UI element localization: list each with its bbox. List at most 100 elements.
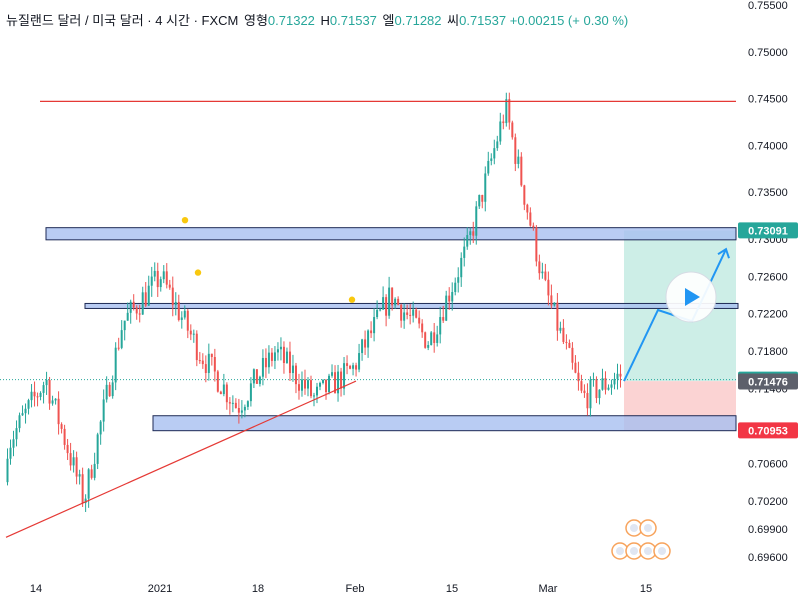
candle-body: [388, 287, 391, 316]
candle-body: [544, 271, 547, 280]
candle-body: [493, 148, 496, 159]
candle-body: [406, 312, 409, 315]
candle-body: [421, 323, 424, 333]
projection-arrowhead: [717, 247, 730, 259]
candle-body: [105, 384, 108, 400]
candle-body: [255, 369, 258, 384]
candle-body: [60, 424, 63, 429]
high-value: 0.71537: [329, 13, 377, 28]
candle-body: [258, 376, 261, 384]
candle-body: [472, 231, 475, 236]
candle-body: [451, 291, 454, 302]
candle-body: [457, 277, 460, 283]
candle-body: [619, 373, 622, 377]
candle-body: [48, 380, 51, 404]
candle-body: [520, 156, 523, 186]
candle-body: [309, 380, 312, 397]
candle-body: [273, 352, 276, 361]
candle-body: [300, 379, 303, 391]
high-label: H: [320, 13, 330, 28]
event-flag-inner: [616, 547, 624, 555]
candle-body: [436, 334, 439, 343]
y-tick-label: 0.75000: [748, 47, 788, 59]
y-tick-label: 0.71800: [748, 346, 788, 358]
play-button[interactable]: [665, 271, 717, 323]
candle-body: [174, 301, 177, 306]
candle-body: [547, 279, 550, 296]
candle-body: [610, 384, 613, 388]
event-flag-inner: [644, 547, 652, 555]
candle-body: [279, 346, 282, 350]
candle-body: [141, 292, 144, 315]
candle-body: [514, 137, 517, 164]
candle-body: [433, 332, 436, 343]
low-label: 엘: [382, 13, 395, 28]
candle-body: [72, 457, 75, 466]
candle-body: [364, 339, 367, 348]
candle-body: [87, 469, 90, 499]
candle-body: [78, 474, 81, 477]
candle-body: [291, 365, 294, 374]
candle-body: [123, 320, 126, 331]
candle-body: [18, 415, 21, 429]
candle-body: [171, 287, 174, 306]
event-icons[interactable]: [611, 519, 671, 560]
candle-body: [117, 347, 120, 349]
candle-body: [33, 391, 36, 397]
candle-body: [367, 330, 370, 348]
y-tick-label: 0.75500: [748, 0, 788, 12]
candle-body: [132, 301, 135, 308]
x-tick-label: 14: [30, 583, 42, 595]
chart-header: 뉴질랜드 달러 / 미국 달러 · 4 시간 · FXCM 영형0.71322 …: [6, 10, 628, 29]
candle-body: [508, 99, 511, 123]
candle-body: [192, 333, 195, 335]
candle-body: [243, 406, 246, 411]
candle-body: [484, 173, 487, 202]
price-zone: [152, 415, 737, 432]
open-value: 0.71322: [267, 13, 315, 28]
close-value: 0.71537: [459, 13, 507, 28]
candle-body: [153, 270, 156, 277]
candle-body: [403, 312, 406, 321]
open-label: 영형: [243, 13, 268, 28]
price-badge: [738, 422, 798, 439]
candle-body: [135, 307, 138, 314]
zones-layer: [45, 227, 739, 432]
x-tick-label: 15: [640, 583, 652, 595]
candle-body: [325, 379, 328, 393]
y-tick-label: 0.74500: [748, 94, 788, 106]
candle-body: [198, 360, 201, 362]
candle-body: [385, 297, 388, 316]
candle-body: [394, 298, 397, 306]
candle-body: [343, 363, 346, 389]
candle-body: [186, 310, 189, 331]
candle-body: [162, 271, 165, 280]
candle-body: [340, 371, 343, 389]
candle-body: [430, 332, 433, 345]
candle-body: [586, 392, 589, 409]
candle-body: [12, 439, 15, 448]
candle-body: [598, 389, 601, 399]
event-flag-inner: [644, 524, 652, 532]
candle-body: [222, 384, 225, 395]
candle-body: [144, 292, 147, 306]
candle-body: [373, 317, 376, 334]
candle-body: [36, 396, 39, 398]
candle-body: [445, 295, 448, 321]
candle-body: [216, 371, 219, 392]
candle-body: [120, 330, 123, 348]
candle-body: [39, 392, 42, 397]
candle-body: [580, 381, 583, 391]
candle-body: [379, 309, 382, 311]
candle-body: [75, 457, 78, 477]
candle-body: [204, 364, 207, 373]
x-tick-label: Mar: [539, 583, 558, 595]
price-badge-label: 0.73091: [748, 225, 788, 237]
candle-body: [276, 349, 279, 353]
overlay-layer[interactable]: [611, 271, 717, 560]
candle-body: [213, 357, 216, 372]
candle-body: [9, 447, 12, 459]
candle-body: [264, 357, 267, 368]
candle-body: [84, 498, 87, 504]
